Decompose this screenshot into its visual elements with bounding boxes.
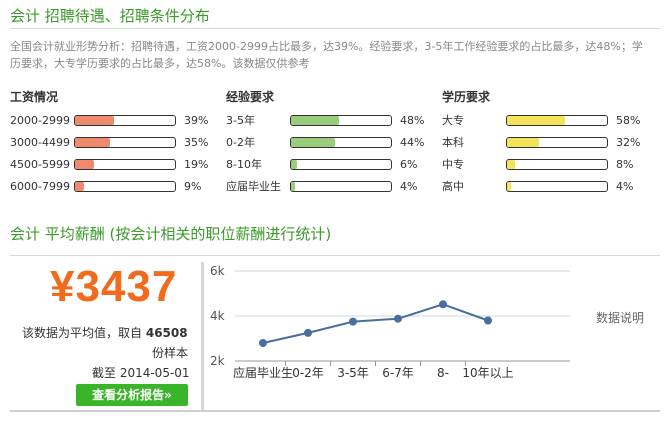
salary-row: 4500-5999 19% xyxy=(10,158,214,172)
experience-row: 应届毕业生 4% xyxy=(226,180,430,194)
chart-x-tick-label: 3-5年 xyxy=(337,366,369,380)
chart-data-point[interactable] xyxy=(349,317,357,326)
experience-progress-bar xyxy=(290,137,392,148)
salary-progress-bar xyxy=(74,137,176,148)
salary-line-chart: 2k 4k 6k 应届毕业生 0-2年 3-5年 6-7年 8- 10年以上 xyxy=(210,264,570,380)
education-row-label: 中专 xyxy=(442,158,464,171)
salary-progress-fill xyxy=(75,182,84,191)
experience-progress-bar xyxy=(290,159,392,170)
chart-data-point[interactable] xyxy=(259,339,267,347)
salary-row-percent: 39% xyxy=(184,114,209,127)
salary-row-percent: 19% xyxy=(184,158,209,171)
salary-row-label: 4500-5999 xyxy=(10,158,70,171)
chart-x-tick-label: 8- xyxy=(437,366,449,380)
section-title-average-salary: 会计 平均薪酬 (按会计相关的职位薪酬进行统计) xyxy=(10,225,332,243)
experience-header: 经验要求 xyxy=(226,90,275,104)
chart-x-tick-label: 应届毕业生 xyxy=(233,365,293,380)
chart-y-tick-label: 6k xyxy=(210,264,225,278)
salary-row: 6000-7999 9% xyxy=(10,180,214,194)
education-row-label: 高中 xyxy=(442,180,464,193)
sample-note: 该数据为平均值，取自 46508 xyxy=(22,324,188,341)
view-report-button[interactable]: 查看分析报告» xyxy=(76,384,188,406)
salary-header: 工资情况 xyxy=(10,90,59,104)
salary-row-label: 3000-4499 xyxy=(10,136,70,149)
data-deadline: 截至 2014-05-01 xyxy=(92,366,190,380)
experience-progress-fill xyxy=(291,138,335,147)
experience-progress-fill xyxy=(291,160,297,169)
experience-progress-fill xyxy=(291,182,295,191)
vertical-divider xyxy=(201,262,204,412)
section-divider-2 xyxy=(10,255,660,256)
experience-row-percent: 4% xyxy=(400,180,418,193)
education-progress-bar xyxy=(506,181,608,192)
salary-row: 2000-2999 39% xyxy=(10,114,214,128)
education-progress-bar xyxy=(506,137,608,148)
experience-progress-fill xyxy=(291,116,339,125)
experience-row-percent: 44% xyxy=(400,136,425,149)
education-row-label: 大专 xyxy=(442,114,464,127)
salary-row-label: 2000-2999 xyxy=(10,114,70,127)
education-row: 大专 58% xyxy=(442,114,646,128)
education-row-label: 本科 xyxy=(442,136,464,149)
education-progress-fill xyxy=(507,116,565,125)
section-divider xyxy=(10,28,660,29)
experience-progress-bar xyxy=(290,115,392,126)
average-salary-value: ¥3437 xyxy=(50,262,178,311)
chart-x-tick-label: 6-7年 xyxy=(382,366,414,380)
chart-y-tick-label: 2k xyxy=(210,354,225,368)
experience-row: 0-2年 44% xyxy=(226,136,430,150)
salary-row-percent: 35% xyxy=(184,136,209,149)
salary-progress-fill xyxy=(75,138,110,147)
experience-row-label: 应届毕业生 xyxy=(226,180,281,193)
summary-text: 全国会计就业形势分析：招聘待遇，工资2000-2999占比最多，达39%。经验要… xyxy=(10,40,643,70)
experience-row-percent: 6% xyxy=(400,158,418,171)
experience-row-label: 3-5年 xyxy=(226,114,255,127)
education-row: 本科 32% xyxy=(442,136,646,150)
education-progress-fill xyxy=(507,160,515,169)
data-explanation-link[interactable]: 数据说明 xyxy=(596,311,645,325)
chart-data-point[interactable] xyxy=(394,314,402,323)
education-row-percent: 58% xyxy=(616,114,641,127)
salary-progress-bar xyxy=(74,159,176,170)
education-row: 中专 8% xyxy=(442,158,646,172)
experience-progress-bar xyxy=(290,181,392,192)
experience-row-percent: 48% xyxy=(400,114,425,127)
experience-row: 3-5年 48% xyxy=(226,114,430,128)
chart-data-point[interactable] xyxy=(439,300,447,309)
bottom-divider xyxy=(10,410,660,412)
chart-x-tick-label: 10年以上 xyxy=(462,366,513,380)
education-row-percent: 8% xyxy=(616,158,634,171)
chart-data-point[interactable] xyxy=(484,316,492,325)
education-progress-bar xyxy=(506,115,608,126)
salary-progress-fill xyxy=(75,116,114,125)
salary-row: 3000-4499 35% xyxy=(10,136,214,150)
education-progress-bar xyxy=(506,159,608,170)
section-title-distribution: 会计 招聘待遇、招聘条件分布 xyxy=(10,7,210,25)
salary-progress-fill xyxy=(75,160,94,169)
education-row: 高中 4% xyxy=(442,180,646,194)
sample-count: 46508 xyxy=(145,326,188,340)
education-row-percent: 4% xyxy=(616,180,634,193)
salary-progress-bar xyxy=(74,181,176,192)
sample-note-prefix: 该数据为平均值，取自 xyxy=(22,326,143,340)
experience-row-label: 8-10年 xyxy=(226,158,262,171)
sample-note-suffix: 份样本 xyxy=(152,346,189,360)
experience-row: 8-10年 6% xyxy=(226,158,430,172)
education-progress-fill xyxy=(507,182,511,191)
chart-y-tick-label: 4k xyxy=(210,309,225,323)
salary-progress-bar xyxy=(74,115,176,126)
education-row-percent: 32% xyxy=(616,136,641,149)
chart-x-tick-label: 0-2年 xyxy=(292,366,324,380)
salary-row-label: 6000-7999 xyxy=(10,180,70,193)
education-progress-fill xyxy=(507,138,539,147)
chart-series-line xyxy=(262,303,489,344)
chart-data-point[interactable] xyxy=(304,328,312,337)
salary-row-percent: 9% xyxy=(184,180,202,193)
education-header: 学历要求 xyxy=(442,90,491,104)
experience-row-label: 0-2年 xyxy=(226,136,255,149)
